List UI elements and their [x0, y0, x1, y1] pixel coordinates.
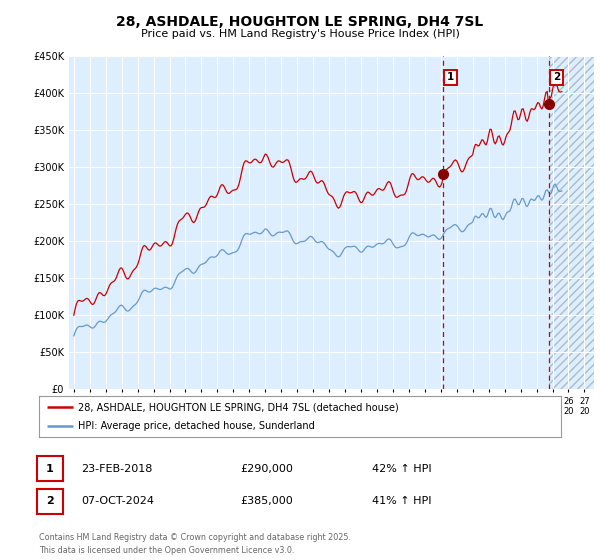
Text: Price paid vs. HM Land Registry's House Price Index (HPI): Price paid vs. HM Land Registry's House … [140, 29, 460, 39]
Text: £385,000: £385,000 [240, 496, 293, 506]
Text: 23-FEB-2018: 23-FEB-2018 [81, 464, 152, 474]
Text: Contains HM Land Registry data © Crown copyright and database right 2025.
This d: Contains HM Land Registry data © Crown c… [39, 533, 351, 554]
Text: 2: 2 [553, 72, 560, 82]
Text: 28, ASHDALE, HOUGHTON LE SPRING, DH4 7SL (detached house): 28, ASHDALE, HOUGHTON LE SPRING, DH4 7SL… [78, 403, 399, 412]
Text: 41% ↑ HPI: 41% ↑ HPI [372, 496, 431, 506]
Text: £290,000: £290,000 [240, 464, 293, 474]
Text: 2: 2 [46, 496, 53, 506]
Text: 1: 1 [447, 72, 454, 82]
Bar [549, 56, 594, 389]
Text: 42% ↑ HPI: 42% ↑ HPI [372, 464, 431, 474]
Text: 28, ASHDALE, HOUGHTON LE SPRING, DH4 7SL: 28, ASHDALE, HOUGHTON LE SPRING, DH4 7SL [116, 15, 484, 29]
Text: 1: 1 [46, 464, 53, 474]
Text: HPI: Average price, detached house, Sunderland: HPI: Average price, detached house, Sund… [78, 421, 315, 431]
Text: 07-OCT-2024: 07-OCT-2024 [81, 496, 154, 506]
